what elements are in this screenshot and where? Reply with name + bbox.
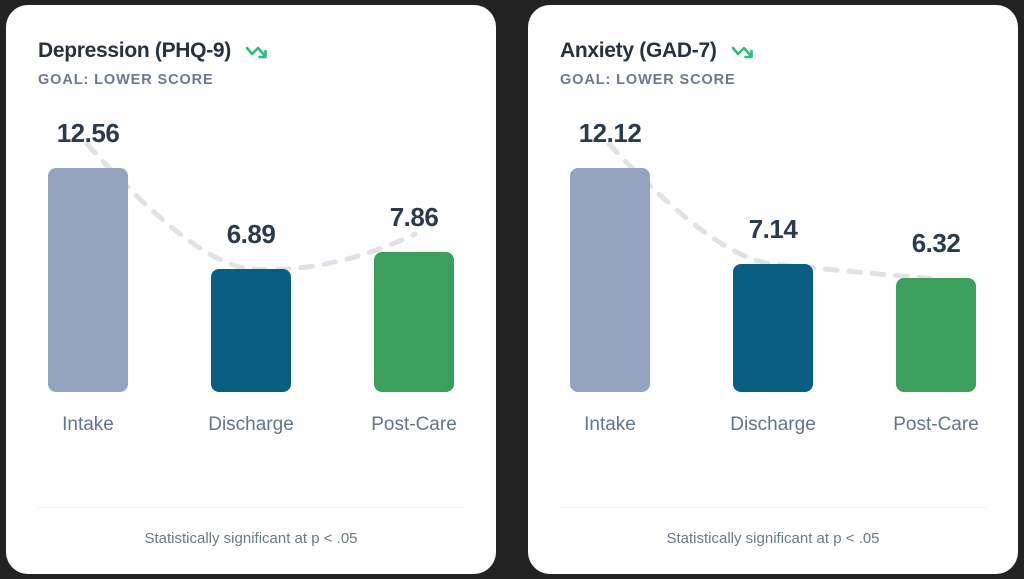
- outcome-card-depression: Depression (PHQ-9) GOAL: LOWER SCORE 12.…: [6, 5, 496, 574]
- page-title: Anxiety (GAD-7): [560, 39, 717, 62]
- card-goal-label: GOAL: LOWER SCORE: [38, 72, 214, 88]
- bar-category-label: Discharge: [730, 414, 816, 435]
- bar-post-care[interactable]: [374, 252, 454, 392]
- bar-value-label: 7.14: [748, 214, 798, 244]
- page-title: Depression (PHQ-9): [38, 39, 231, 62]
- bar-column-discharge[interactable]: 7.14 Discharge: [730, 114, 816, 435]
- trend-down-icon: [245, 44, 271, 62]
- card-goal-label: GOAL: LOWER SCORE: [560, 72, 736, 88]
- significance-note: Statistically significant at p < .05: [666, 530, 880, 547]
- card-header: Anxiety (GAD-7): [560, 39, 986, 63]
- bar-category-label: Discharge: [208, 414, 294, 435]
- chart-plot-area: 12.12 Intake 7.14 Discharge 6.32 Post-Ca…: [570, 114, 979, 435]
- card-footer: Statistically significant at p < .05: [560, 507, 986, 574]
- bar-discharge[interactable]: [733, 264, 813, 392]
- bar-column-post-care[interactable]: 6.32 Post-Care: [893, 114, 979, 435]
- bars-group: 12.56 Intake 6.89 Discharge 7.86 Post-Ca…: [48, 114, 457, 435]
- bar-value-label: 6.32: [911, 228, 961, 258]
- bar-category-label: Intake: [62, 414, 114, 435]
- bar-column-intake[interactable]: 12.12 Intake: [570, 114, 650, 435]
- bar-discharge[interactable]: [211, 269, 291, 392]
- card-footer: Statistically significant at p < .05: [38, 507, 464, 574]
- bar-column-intake[interactable]: 12.56 Intake: [48, 114, 128, 435]
- bar-chart: 12.56 Intake 6.89 Discharge 7.86 Post-Ca…: [38, 114, 464, 464]
- bar-category-label: Intake: [584, 414, 636, 435]
- bar-value-label: 12.12: [578, 118, 642, 148]
- significance-note: Statistically significant at p < .05: [144, 530, 358, 547]
- trend-down-icon: [731, 44, 757, 62]
- bar-chart: 12.12 Intake 7.14 Discharge 6.32 Post-Ca…: [560, 114, 986, 464]
- bar-value-label: 6.89: [226, 219, 276, 249]
- outcome-card-anxiety: Anxiety (GAD-7) GOAL: LOWER SCORE 12.12: [528, 5, 1018, 574]
- card-header: Depression (PHQ-9): [38, 39, 464, 63]
- bar-category-label: Post-Care: [371, 414, 457, 435]
- bar-intake[interactable]: [570, 168, 650, 392]
- bar-column-discharge[interactable]: 6.89 Discharge: [208, 114, 294, 435]
- bar-value-label: 7.86: [389, 202, 439, 232]
- bars-group: 12.12 Intake 7.14 Discharge 6.32 Post-Ca…: [570, 114, 979, 435]
- bar-value-label: 12.56: [56, 118, 120, 148]
- bar-category-label: Post-Care: [893, 414, 979, 435]
- bar-intake[interactable]: [48, 168, 128, 392]
- bar-column-post-care[interactable]: 7.86 Post-Care: [371, 114, 457, 435]
- bar-post-care[interactable]: [896, 278, 976, 392]
- chart-plot-area: 12.56 Intake 6.89 Discharge 7.86 Post-Ca…: [48, 114, 457, 435]
